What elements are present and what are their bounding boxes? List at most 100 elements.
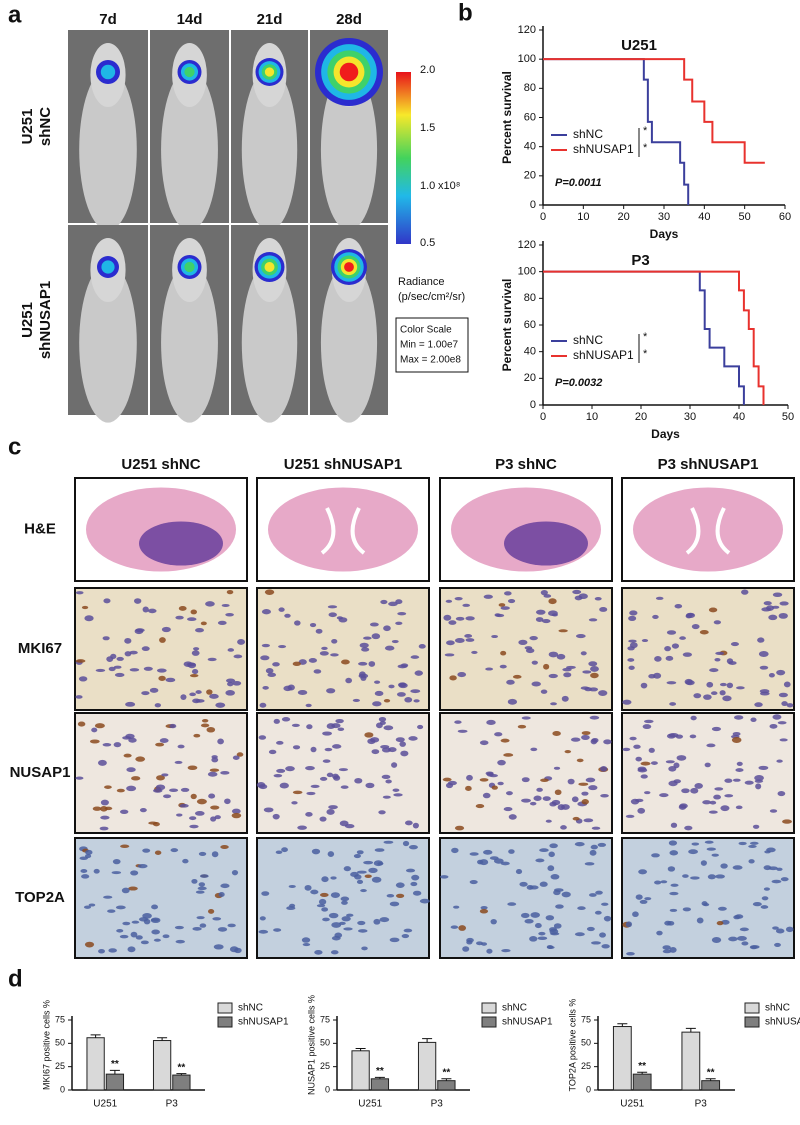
mouse-body (320, 263, 378, 423)
nucleus (159, 637, 166, 643)
nucleus (213, 944, 224, 950)
nucleus (262, 685, 269, 690)
nucleus (99, 826, 109, 831)
nucleus (681, 788, 690, 794)
nucleus (760, 905, 769, 909)
nucleus (709, 800, 717, 805)
column-label: 21d (257, 11, 283, 28)
nucleus (207, 657, 217, 662)
nucleus (206, 689, 213, 695)
nucleus (332, 744, 342, 749)
nucleus (131, 920, 140, 924)
nucleus (361, 647, 370, 652)
nucleus (129, 668, 140, 672)
nucleus (662, 949, 672, 954)
mouse-body (241, 68, 298, 231)
nucleus (489, 774, 498, 778)
legend-label: shNUSAP1 (238, 1017, 289, 1028)
nucleus (169, 723, 177, 729)
nucleus (659, 793, 669, 798)
colorbar-unit: x10⁸ (438, 180, 460, 192)
nucleus (666, 630, 677, 635)
nucleus (664, 646, 672, 652)
nucleus (124, 637, 132, 644)
y-tick-label: 60 (524, 319, 536, 331)
nucleus (548, 851, 555, 858)
nucleus (685, 680, 695, 686)
nucleus (113, 742, 122, 748)
nucleus (159, 738, 169, 744)
bar (437, 1080, 456, 1091)
nucleus (497, 781, 504, 786)
mouse-body (161, 68, 218, 231)
nucleus (313, 669, 322, 674)
nucleus (328, 805, 338, 810)
nucleus (158, 675, 166, 681)
nucleus (524, 918, 534, 924)
nucleus (98, 948, 105, 954)
nucleus (175, 939, 185, 944)
nucleus (446, 640, 455, 646)
nucleus (272, 662, 280, 667)
x-axis-label: Days (651, 427, 680, 441)
nucleus (519, 881, 528, 887)
nucleus (417, 724, 424, 730)
nucleus (311, 848, 321, 855)
nucleus (279, 782, 289, 789)
nucleus (545, 819, 552, 823)
nucleus (383, 698, 391, 703)
nucleus (396, 893, 405, 898)
nucleus (462, 603, 471, 607)
nucleus (498, 603, 506, 607)
nucleus (338, 768, 348, 772)
legend-label: shNUSAP1 (573, 142, 634, 156)
nucleus (443, 614, 452, 621)
nucleus (564, 749, 572, 754)
y-tick-label: 100 (518, 266, 536, 278)
nucleus (566, 665, 576, 669)
nucleus (703, 694, 712, 700)
nucleus (209, 768, 220, 772)
nucleus (752, 901, 762, 907)
nucleus (653, 672, 662, 679)
nucleus (373, 918, 381, 925)
nucleus (161, 626, 171, 633)
nucleus (359, 671, 366, 678)
nucleus (674, 603, 683, 609)
nucleus (305, 703, 312, 708)
significance: ** (638, 1061, 646, 1072)
nucleus (215, 702, 226, 708)
nucleus (198, 882, 206, 887)
nucleus (529, 635, 538, 641)
nucleus (261, 609, 271, 615)
nucleus (207, 909, 215, 914)
nucleus (120, 809, 129, 814)
nucleus (500, 738, 510, 743)
signal (101, 260, 115, 274)
colorbar-label: 1.0 (420, 180, 435, 192)
nucleus (454, 638, 465, 644)
nucleus (169, 788, 179, 793)
nucleus (276, 768, 286, 773)
nucleus (598, 690, 608, 696)
nucleus (382, 795, 391, 799)
nucleus (665, 655, 674, 661)
nucleus (670, 822, 678, 828)
nucleus (211, 851, 219, 858)
nucleus (374, 690, 384, 696)
nucleus (641, 639, 649, 643)
nucleus (584, 862, 595, 866)
nucleus (453, 905, 460, 909)
nucleus (102, 636, 110, 641)
nucleus (717, 906, 727, 911)
x-tick-label: 20 (635, 411, 647, 423)
nucleus (748, 844, 757, 848)
nucleus (174, 925, 184, 930)
bar (152, 1040, 172, 1091)
nucleus (308, 657, 318, 663)
nucleus (682, 874, 689, 878)
nucleus (567, 778, 575, 785)
nucleus (529, 885, 539, 890)
nucleus (85, 849, 93, 855)
nucleus (292, 745, 301, 750)
